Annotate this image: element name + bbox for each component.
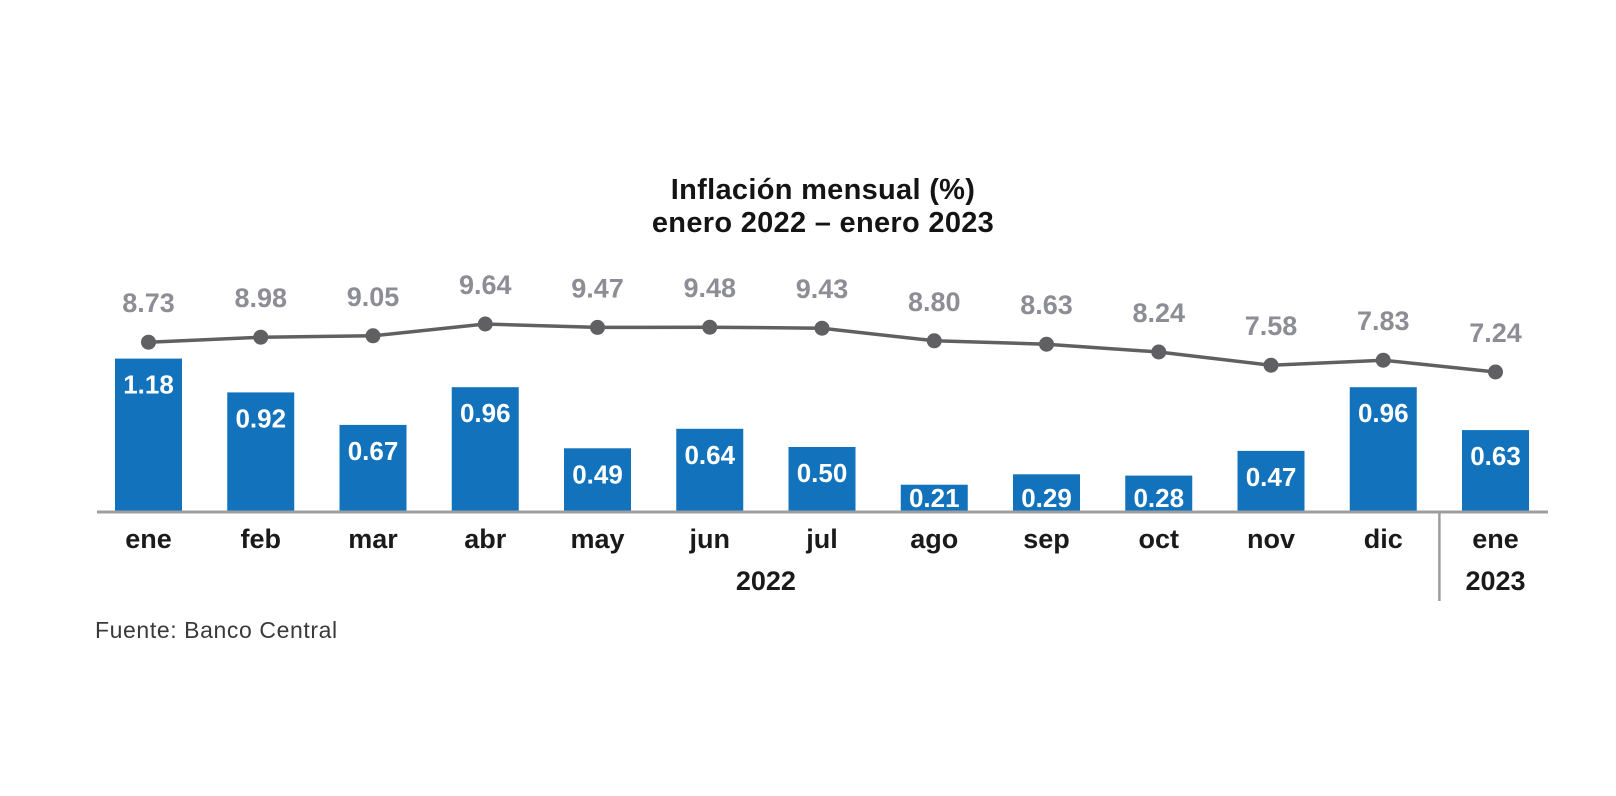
line-value-label: 9.64	[459, 270, 512, 300]
bar-value-label: 0.28	[1133, 483, 1184, 513]
line-value-label: 7.24	[1469, 318, 1522, 348]
bar	[339, 424, 407, 512]
bar-value-label: 0.49	[572, 459, 623, 489]
chart-title-line1: Inflación mensual (%)	[670, 174, 976, 206]
line-value-label: 8.73	[122, 288, 175, 318]
bar-value-label: 1.18	[123, 370, 174, 400]
month-label: jul	[805, 524, 838, 554]
bar	[1349, 387, 1417, 512]
month-label: dic	[1364, 524, 1403, 554]
bar	[676, 428, 744, 512]
line-point	[1151, 344, 1167, 360]
bar	[788, 447, 856, 512]
bar-value-label: 0.96	[460, 398, 511, 428]
month-label: may	[570, 524, 624, 554]
bar	[900, 484, 968, 512]
line-value-label: 8.80	[908, 287, 961, 317]
month-label: nov	[1247, 524, 1295, 554]
line-value-label: 7.58	[1245, 311, 1298, 341]
line-point	[141, 334, 156, 350]
month-label: sep	[1023, 524, 1070, 554]
chart-title-line2: enero 2022 – enero 2023	[651, 207, 995, 239]
month-label: feb	[241, 524, 282, 554]
line-value-label: 9.43	[796, 274, 849, 304]
bar	[1125, 475, 1193, 512]
line-value-label: 8.24	[1132, 298, 1185, 328]
line-point	[1039, 336, 1054, 352]
month-label: ene	[1472, 524, 1519, 554]
bar-value-label: 0.47	[1246, 462, 1297, 492]
bar	[227, 392, 295, 512]
bar-value-label: 0.21	[909, 483, 960, 513]
month-label: mar	[348, 524, 398, 554]
source-note: Fuente: Banco Central	[95, 617, 338, 643]
bar-value-label: 0.64	[684, 440, 735, 470]
bar	[564, 448, 631, 512]
line-value-label: 9.48	[683, 273, 736, 303]
month-label: oct	[1139, 524, 1180, 554]
line-point	[365, 328, 381, 344]
bar-value-label: 0.29	[1021, 483, 1072, 513]
line-point	[1488, 364, 1503, 380]
bar	[451, 387, 519, 512]
year-label: 2022	[736, 566, 796, 596]
bar-value-label: 0.50	[797, 458, 848, 488]
bar-value-label: 0.96	[1358, 398, 1409, 428]
line-point	[477, 316, 493, 332]
line-point	[1263, 357, 1279, 373]
month-label: ago	[910, 524, 958, 554]
bar	[115, 358, 182, 512]
chart-title: Inflación mensual (%) enero 2022 – enero…	[98, 174, 1548, 240]
line-point	[253, 329, 269, 345]
line-point	[702, 319, 718, 335]
month-label: abr	[464, 524, 507, 554]
line-value-label: 8.63	[1020, 290, 1073, 320]
month-label: jun	[689, 524, 731, 554]
line-value-label: 8.98	[234, 283, 287, 313]
year-label: 2023	[1465, 566, 1525, 596]
bar-value-label: 0.63	[1470, 441, 1521, 471]
bar	[1237, 450, 1305, 512]
line-point	[926, 333, 942, 349]
line-point	[590, 319, 605, 335]
bar	[1462, 430, 1529, 512]
bar-value-label: 0.67	[348, 436, 399, 466]
line-point	[1375, 352, 1391, 368]
month-label: ene	[125, 524, 172, 554]
line-point	[814, 320, 830, 336]
line-value-label: 9.47	[571, 273, 624, 303]
bar	[1013, 474, 1080, 512]
line-value-label: 7.83	[1357, 306, 1410, 336]
line-value-label: 9.05	[347, 282, 400, 312]
bar-value-label: 0.92	[235, 403, 286, 433]
